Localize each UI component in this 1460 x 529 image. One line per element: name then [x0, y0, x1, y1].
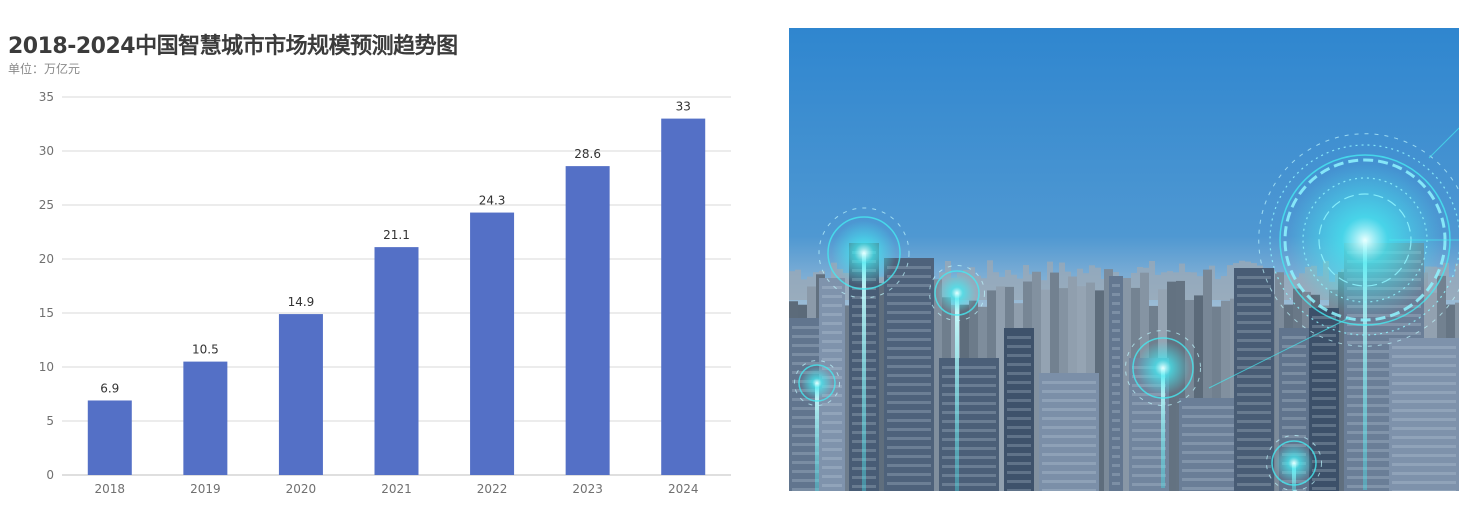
- bar-value-label: 33: [676, 100, 691, 114]
- bar-value-label: 24.3: [479, 194, 506, 208]
- tech-overlay: [794, 127, 1459, 491]
- bar-value-label: 21.1: [383, 228, 410, 242]
- bar: [183, 361, 228, 475]
- bar-value-label: 28.6: [574, 147, 601, 161]
- x-tick-label: 2019: [190, 482, 221, 496]
- y-tick-label: 5: [46, 414, 54, 428]
- x-tick-label: 2020: [286, 482, 317, 496]
- bar: [374, 247, 419, 475]
- bar: [661, 118, 706, 475]
- y-tick-label: 35: [39, 90, 54, 104]
- chart-title: 2018-2024中国智慧城市市场规模预测趋势图: [8, 34, 458, 59]
- y-tick-label: 30: [39, 144, 54, 158]
- bar: [87, 400, 132, 475]
- x-tick-label: 2023: [572, 482, 603, 496]
- chart-unit-label: 单位：万亿元: [8, 62, 81, 76]
- smart-city-photo: [789, 28, 1459, 491]
- bar-value-label: 14.9: [288, 295, 315, 309]
- bar: [470, 212, 515, 475]
- y-tick-label: 25: [39, 198, 54, 212]
- bar-value-label: 10.5: [192, 343, 219, 357]
- x-tick-label: 2022: [477, 482, 508, 496]
- y-tick-label: 0: [46, 468, 54, 482]
- y-tick-label: 20: [39, 252, 54, 266]
- city-skyline: [789, 243, 1459, 491]
- x-tick-label: 2018: [95, 482, 126, 496]
- bar: [565, 166, 610, 475]
- bar: [278, 314, 323, 475]
- y-tick-label: 10: [39, 360, 54, 374]
- x-tick-label: 2024: [668, 482, 699, 496]
- x-tick-label: 2021: [381, 482, 412, 496]
- y-tick-label: 15: [39, 306, 54, 320]
- bar-chart: 6.9 10.5 14.9 21.1 24.3 28.6 33 0 5 10 15 20 25 30 35…: [39, 90, 731, 496]
- bar-value-label: 6.9: [100, 381, 119, 395]
